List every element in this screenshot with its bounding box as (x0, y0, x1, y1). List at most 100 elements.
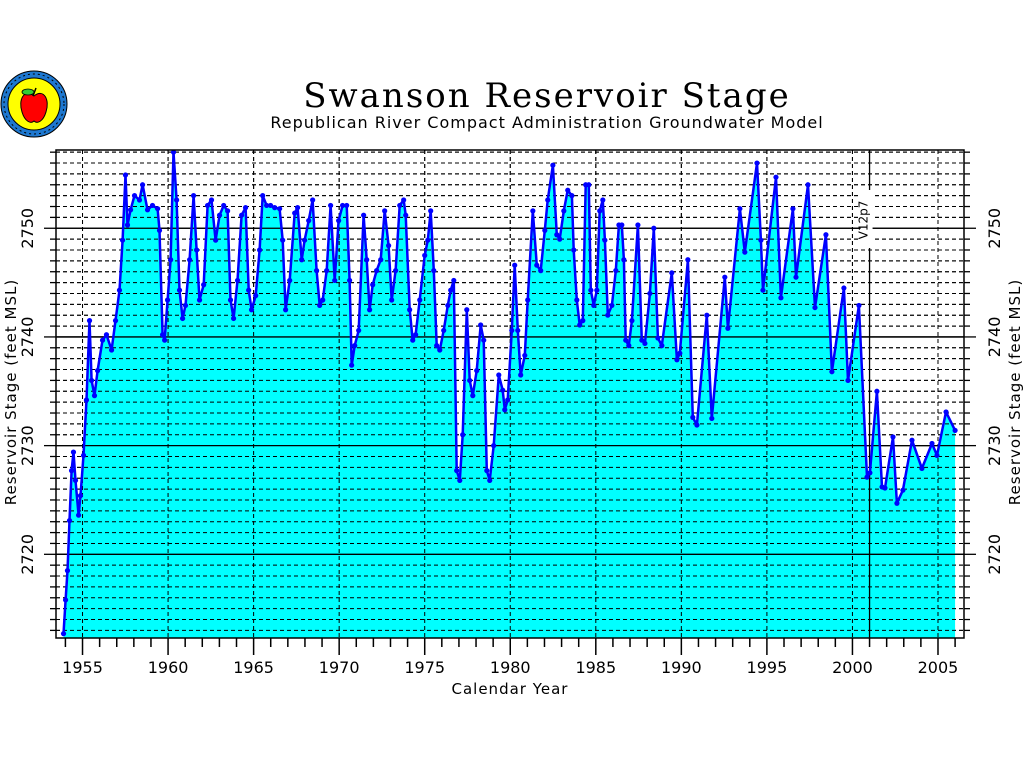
x-tick-label: 1965 (233, 658, 274, 677)
data-point (234, 277, 241, 284)
data-point (619, 222, 625, 228)
data-point (474, 368, 480, 374)
data-point (260, 193, 266, 199)
data-point (68, 468, 75, 474)
x-tick-label: 1995 (747, 658, 788, 677)
data-point (99, 337, 106, 343)
data-point (216, 212, 223, 218)
data-point (760, 287, 766, 293)
data-point (565, 187, 571, 193)
data-point (934, 452, 940, 459)
data-point (230, 315, 237, 322)
data-point (470, 393, 476, 399)
data-point (451, 277, 457, 284)
data-point (72, 477, 79, 484)
data-point (909, 437, 915, 443)
data-point (460, 432, 466, 438)
data-point (597, 208, 603, 214)
data-point (302, 237, 308, 243)
data-point (124, 222, 131, 228)
data-point (481, 337, 487, 343)
data-point (487, 477, 493, 484)
stage-data-points (60, 149, 958, 637)
data-point (225, 208, 231, 214)
data-point (725, 325, 731, 331)
data-point (242, 205, 249, 211)
data-point (422, 252, 428, 259)
data-point (518, 372, 524, 378)
data-point (299, 257, 305, 263)
x-tick-label: 1975 (404, 658, 445, 677)
data-point (287, 277, 293, 284)
data-point (823, 232, 829, 238)
data-point (542, 227, 548, 234)
data-point (677, 350, 683, 356)
grid-overlay (56, 150, 964, 638)
data-point (742, 249, 748, 255)
data-point (571, 247, 577, 253)
data-point (557, 236, 563, 242)
data-point (257, 247, 263, 253)
data-point (890, 434, 896, 440)
data-point (919, 465, 925, 472)
data-point (213, 237, 219, 243)
data-point (629, 318, 635, 324)
data-point (674, 357, 680, 363)
data-point (659, 343, 665, 349)
chart-subtitle: Republican River Compact Administration … (270, 113, 823, 132)
data-point (155, 206, 161, 212)
data-point (182, 302, 189, 309)
data-point (530, 208, 536, 214)
data-point (545, 197, 551, 203)
data-point (317, 302, 323, 309)
data-point (900, 487, 906, 493)
data-point (467, 377, 473, 384)
data-point (512, 262, 518, 268)
data-point (204, 202, 211, 209)
data-point (346, 277, 353, 284)
data-point (294, 205, 301, 211)
x-tick-label: 1955 (62, 658, 103, 677)
data-point (246, 287, 252, 293)
data-point (344, 202, 350, 209)
y-tick-label-left: 2750 (18, 208, 37, 249)
data-point (841, 285, 847, 291)
data-point (139, 182, 146, 188)
data-point (248, 307, 255, 313)
data-point (122, 172, 129, 178)
data-point (264, 202, 270, 209)
data-point (180, 315, 186, 322)
data-point (320, 297, 326, 303)
data-point (464, 307, 470, 313)
data-point (509, 327, 515, 334)
data-point (144, 207, 151, 213)
data-point (64, 568, 71, 574)
data-point (704, 312, 710, 318)
data-point (417, 297, 423, 303)
data-point (187, 257, 193, 263)
data-point (389, 297, 395, 303)
data-point (425, 237, 431, 243)
y-axis-label-right: Reservoir Stage (feet MSL) (1006, 279, 1024, 505)
data-point (445, 302, 451, 309)
data-point (522, 352, 528, 359)
data-point (196, 297, 203, 303)
data-point (168, 257, 174, 263)
data-point (805, 182, 811, 188)
data-point (591, 302, 597, 309)
data-point (441, 327, 447, 334)
data-point (194, 247, 200, 253)
data-point (864, 474, 870, 480)
data-point (448, 287, 454, 293)
data-point (867, 470, 873, 476)
data-point (83, 397, 90, 403)
data-point (952, 427, 958, 434)
data-point (174, 197, 180, 203)
data-point (457, 477, 463, 484)
data-point (75, 512, 82, 518)
data-point (94, 368, 101, 374)
data-point (393, 268, 399, 274)
data-point (484, 468, 490, 474)
data-point (874, 388, 880, 394)
